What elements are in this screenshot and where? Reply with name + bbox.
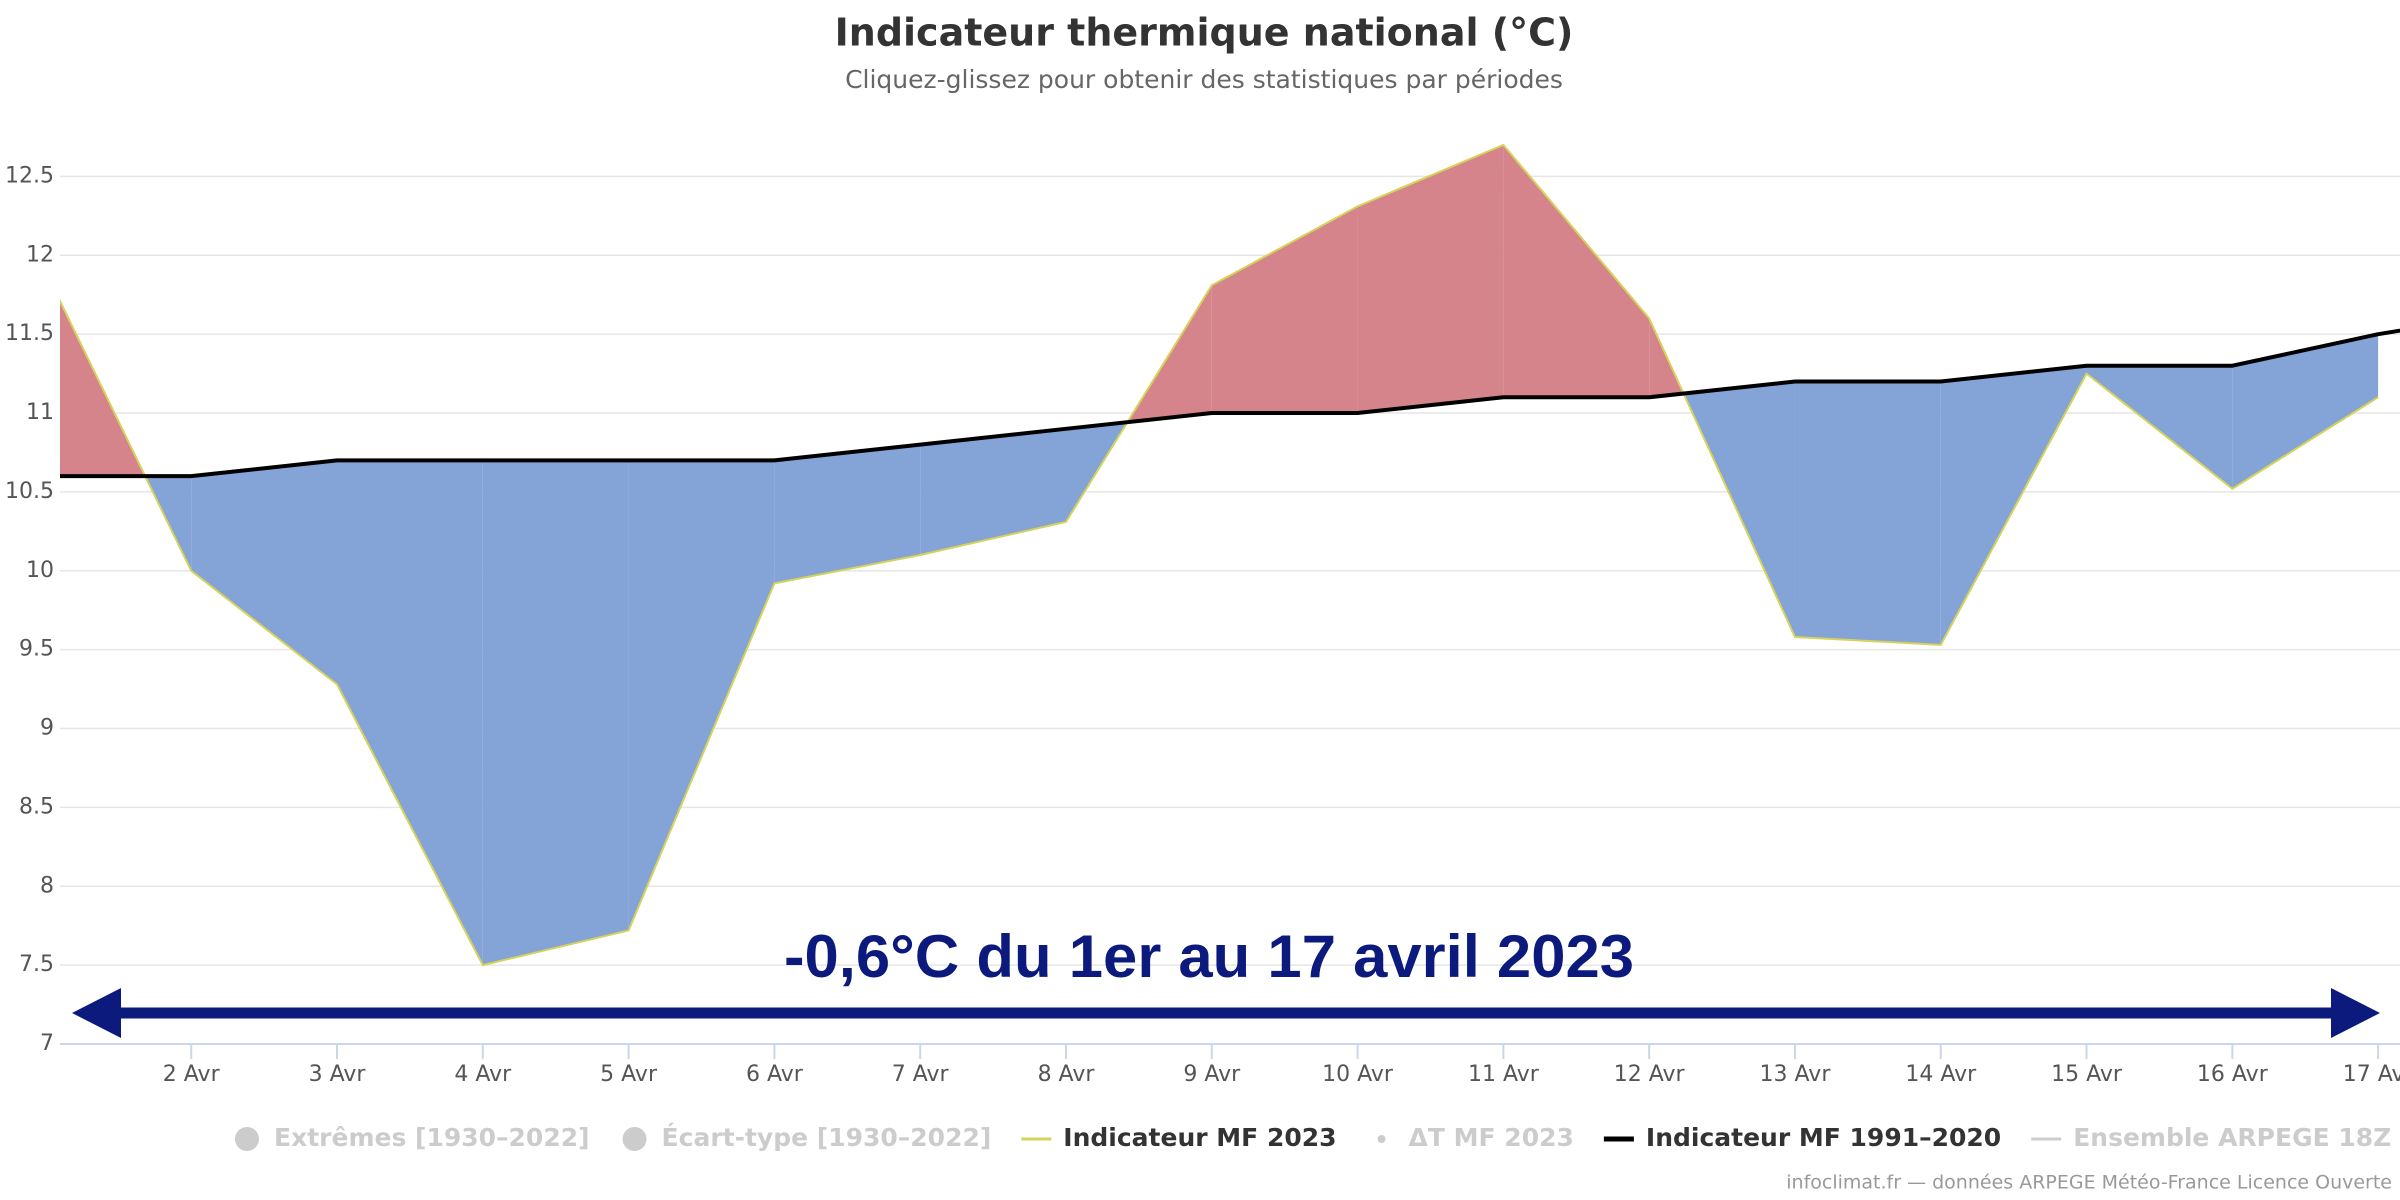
legend-symbol xyxy=(622,1127,647,1151)
x-tick-label: 15 Avr xyxy=(2051,1062,2123,1087)
legend-item[interactable]: Ensemble ARPEGE 18Z xyxy=(2031,1123,2391,1152)
x-tick-label: 10 Avr xyxy=(1322,1062,1394,1087)
x-tick-label: 12 Avr xyxy=(1614,1062,1686,1087)
x-tick-label: 2 Avr xyxy=(163,1062,221,1087)
legend-label: ΔT MF 2023 xyxy=(1409,1123,1574,1152)
legend-label: Écart-type [1930–2022] xyxy=(662,1123,992,1152)
chart-title: Indicateur thermique national (°C) xyxy=(835,11,1574,55)
difference-area xyxy=(1503,144,1650,398)
y-tick-label: 12 xyxy=(26,242,54,267)
difference-area xyxy=(1211,206,1358,414)
y-tick-label: 8 xyxy=(40,873,54,898)
x-tick-label: 13 Avr xyxy=(1760,1062,1832,1087)
credits: infoclimat.fr — données ARPEGE Météo-Fra… xyxy=(1786,1172,2392,1194)
x-tick-label: 4 Avr xyxy=(454,1062,512,1087)
y-tick-label: 9 xyxy=(40,716,54,741)
x-tick-label: 3 Avr xyxy=(309,1062,367,1087)
legend-label: Extrêmes [1930–2022] xyxy=(274,1123,590,1152)
y-tick-label: 8.5 xyxy=(19,794,54,819)
legend-label: Indicateur MF 2023 xyxy=(1063,1123,1336,1152)
legend: Extrêmes [1930–2022] Écart-type [1930–202… xyxy=(235,1123,2391,1152)
x-tick-label: 11 Avr xyxy=(1468,1062,1540,1087)
difference-area xyxy=(1794,381,1941,645)
series-line xyxy=(60,328,2400,479)
difference-area xyxy=(482,460,629,966)
legend-symbol xyxy=(1377,1135,1386,1143)
difference-area xyxy=(2086,365,2233,489)
difference-area xyxy=(1357,144,1504,414)
y-tick-label: 10.5 xyxy=(5,479,54,504)
annotation: -0,6°C du 1er au 17 avril 2023 xyxy=(72,923,2380,1038)
difference-area xyxy=(628,460,775,931)
y-tick-label: 11.5 xyxy=(5,321,54,346)
legend-item[interactable]: Extrêmes [1930–2022] xyxy=(235,1123,590,1152)
x-tick-label: 14 Avr xyxy=(1905,1062,1977,1087)
series-line xyxy=(60,143,2379,967)
x-tick-label: 16 Avr xyxy=(2197,1062,2269,1087)
difference-area xyxy=(774,444,921,584)
plot-area xyxy=(60,143,2400,967)
x-tick-label: 5 Avr xyxy=(600,1062,658,1087)
y-tick-label: 10 xyxy=(26,558,54,583)
y-tick-label: 9.5 xyxy=(19,637,54,662)
legend-symbol xyxy=(235,1127,259,1151)
legend-item[interactable]: Indicateur MF 1991–2020 xyxy=(1603,1123,2001,1152)
y-tick-label: 11 xyxy=(26,400,54,425)
y-tick-label: 12.5 xyxy=(5,163,54,188)
legend-label: Indicateur MF 1991–2020 xyxy=(1646,1123,2001,1152)
y-tick-label: 7 xyxy=(40,1031,54,1056)
axes: 7 7.5 8 8.5 9 9.5 10 10.5 11 11.5 12 12.5 2 Avr 3 Avr… xyxy=(5,163,2400,1087)
difference-area xyxy=(191,460,338,685)
x-tick-label: 17 Avr xyxy=(2343,1062,2400,1087)
difference-area xyxy=(1683,381,1795,638)
x-tick-label: 7 Avr xyxy=(892,1062,950,1087)
legend-label: Ensemble ARPEGE 18Z xyxy=(2073,1123,2391,1152)
legend-item[interactable]: Écart-type [1930–2022] xyxy=(622,1123,992,1152)
difference-area xyxy=(920,428,1066,556)
x-tick-label: 9 Avr xyxy=(1183,1062,1241,1087)
chart-subtitle: Cliquez-glissez pour obtenir des statist… xyxy=(845,65,1563,94)
difference-area xyxy=(337,460,483,966)
arrow-head xyxy=(72,988,121,1038)
arrow-head xyxy=(2331,988,2380,1038)
x-tick-label: 8 Avr xyxy=(1038,1062,1096,1087)
annotation-text: -0,6°C du 1er au 17 avril 2023 xyxy=(784,923,1634,990)
y-tick-label: 7.5 xyxy=(19,952,54,977)
legend-item[interactable]: ΔT MF 2023 xyxy=(1377,1123,1574,1152)
x-tick-label: 6 Avr xyxy=(746,1062,804,1087)
difference-area xyxy=(2232,334,2379,489)
legend-item[interactable]: Indicateur MF 2023 xyxy=(1021,1123,1337,1152)
